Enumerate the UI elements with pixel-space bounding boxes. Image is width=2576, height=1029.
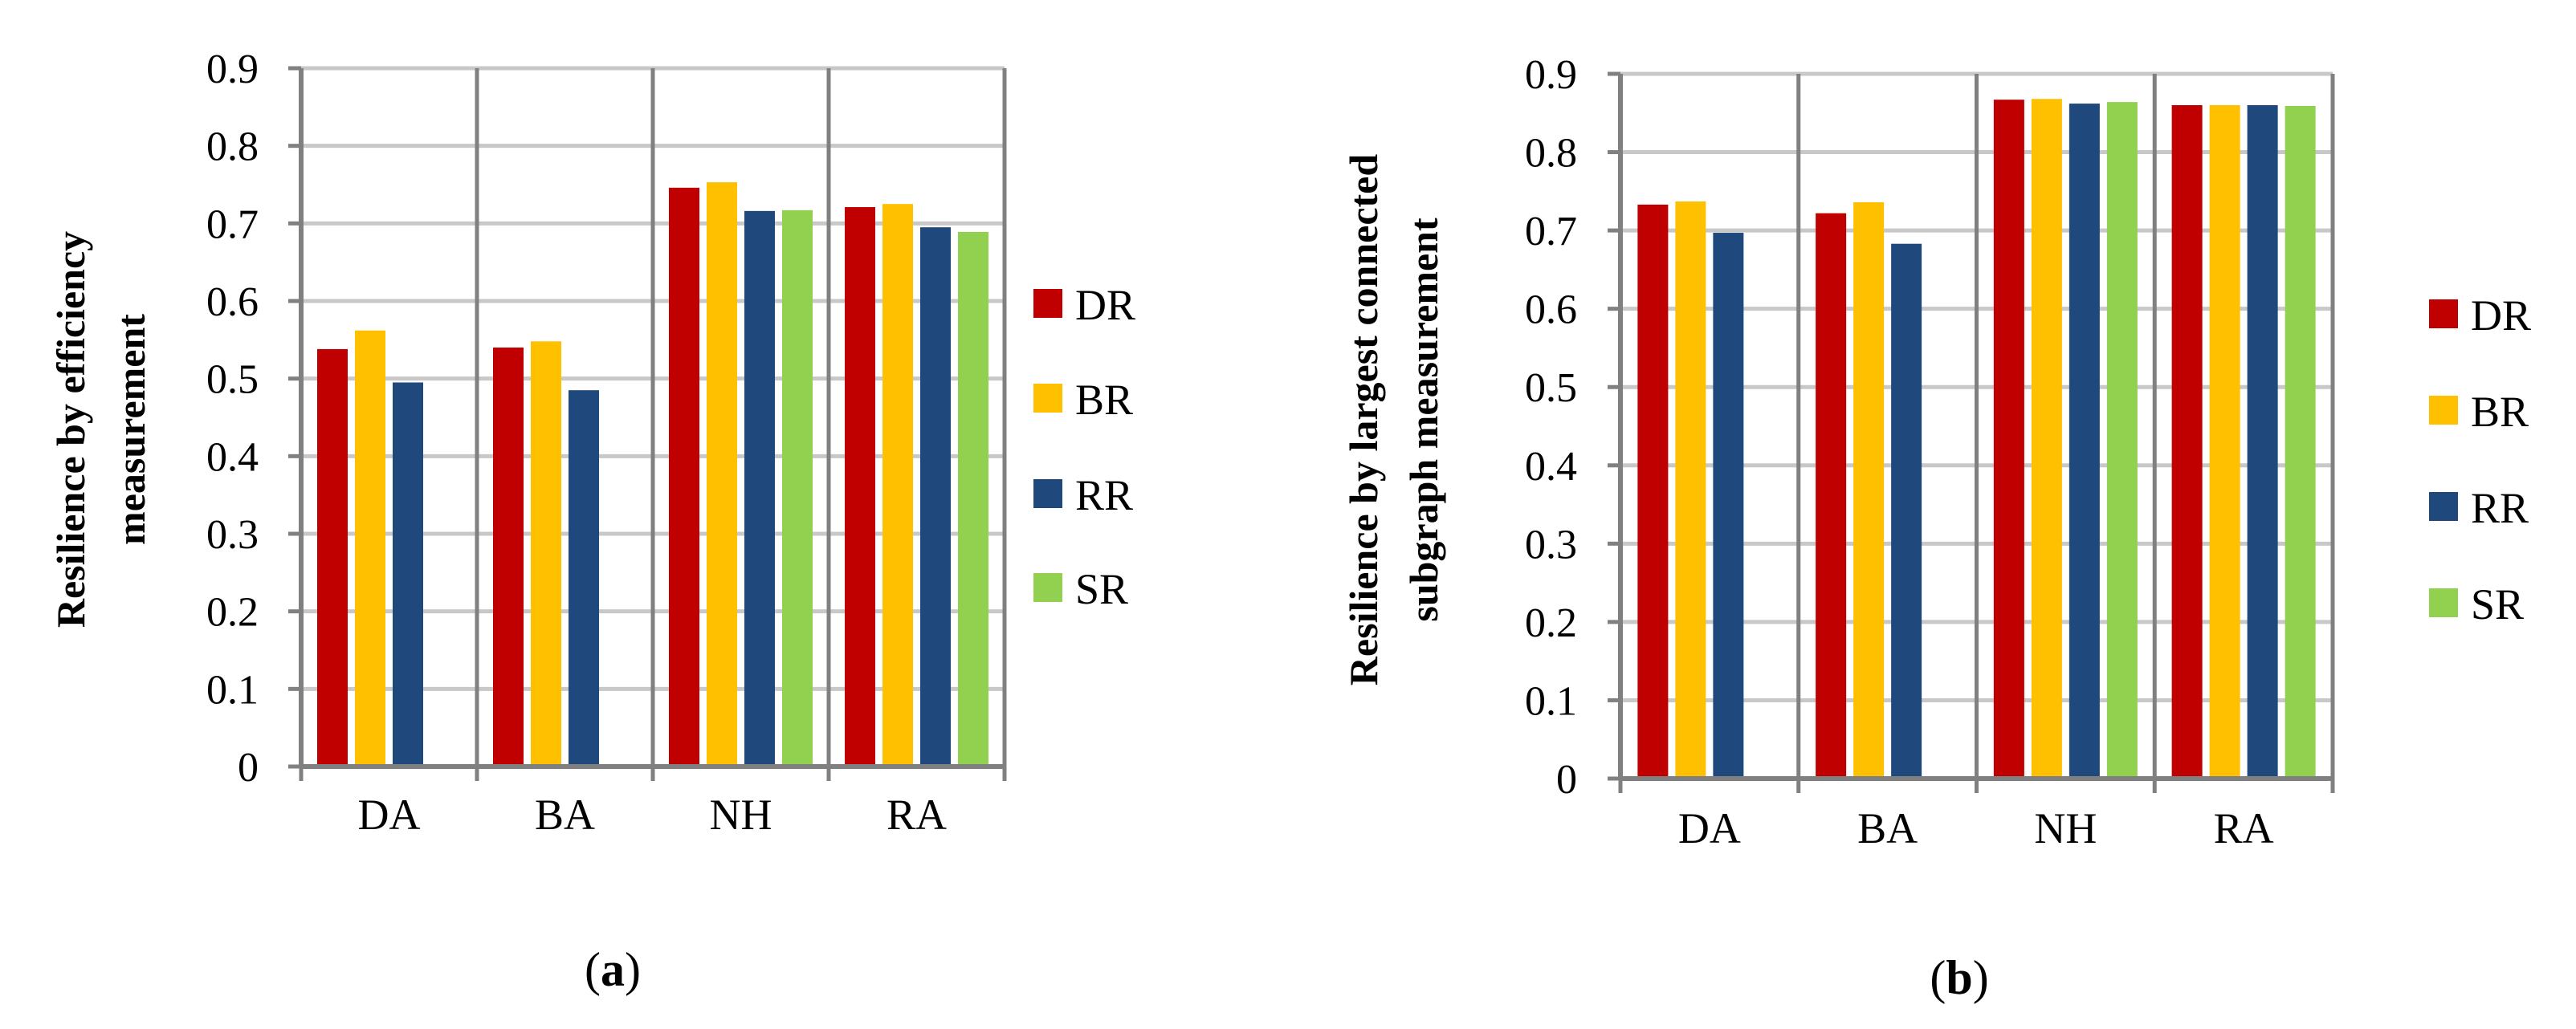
y-tick-label: 0.3 bbox=[1525, 522, 1577, 567]
y-axis-label: Resilience by efficiency bbox=[48, 231, 93, 628]
x-category-label: NH bbox=[2034, 804, 2097, 852]
bar-br-ra bbox=[2209, 105, 2240, 779]
y-tick-label: 0.6 bbox=[206, 279, 259, 325]
bar-br-ra bbox=[882, 204, 913, 767]
bar-rr-da bbox=[1713, 233, 1744, 779]
bar-dr-ba bbox=[493, 348, 524, 767]
y-tick-label: 0.8 bbox=[1525, 131, 1577, 177]
bar-rr-ra bbox=[2247, 105, 2278, 779]
bar-sr-nh bbox=[782, 209, 813, 767]
y-tick-label: 0.4 bbox=[206, 434, 259, 480]
legend-swatch-dr bbox=[1033, 289, 1062, 318]
panel-paren-open: ( bbox=[1930, 951, 1946, 1004]
bar-dr-ra bbox=[2171, 105, 2203, 779]
bar-sr-ra bbox=[2285, 105, 2316, 779]
y-tick-label: 0.9 bbox=[206, 47, 259, 92]
panel-label: (a) bbox=[585, 943, 641, 996]
chart-a: 0 0.1 0.2 0.3 0.4 0.5 0.6 0.7 0.8 0.9 DA BA NH RA Resi… bbox=[48, 47, 1135, 996]
y-tick-label: 0.7 bbox=[206, 201, 259, 247]
legend-swatch-dr bbox=[2429, 299, 2458, 328]
bar-dr-ba bbox=[1816, 213, 1847, 779]
bar-br-da bbox=[355, 330, 385, 767]
bar-br-nh bbox=[707, 182, 737, 767]
y-tick-label: 0.5 bbox=[206, 357, 259, 403]
y-tick-label: 0.7 bbox=[1525, 209, 1577, 254]
legend-label-rr: RR bbox=[2471, 484, 2529, 532]
legend-swatch-br bbox=[1033, 384, 1062, 413]
legend-label-sr: SR bbox=[1075, 565, 1128, 613]
x-category-label: BA bbox=[1857, 804, 1918, 852]
y-tick-label: 0 bbox=[1556, 757, 1577, 803]
y-tick-label: 0.9 bbox=[1525, 52, 1577, 98]
panel-paren-close: ) bbox=[625, 943, 641, 996]
chart-b: 0 0.1 0.2 0.3 0.4 0.5 0.6 0.7 0.8 0.9 DA BA NH RA Resi… bbox=[1341, 52, 2531, 1004]
x-category-label: RA bbox=[887, 791, 947, 839]
bar-sr-nh bbox=[2106, 102, 2138, 779]
panel-letter: a bbox=[601, 943, 625, 996]
bar-dr-da bbox=[1637, 204, 1669, 779]
y-tick-label: 0 bbox=[238, 745, 259, 791]
bar-br-ba bbox=[1853, 201, 1885, 779]
bar-rr-ba bbox=[1891, 243, 1922, 779]
x-category-label: DA bbox=[1678, 804, 1741, 852]
y-tick-label: 0.8 bbox=[206, 124, 259, 170]
panel-paren-open: ( bbox=[585, 943, 601, 996]
legend-swatch-sr bbox=[1033, 573, 1062, 602]
y-tick-label: 0.1 bbox=[206, 667, 259, 713]
legend-swatch-br bbox=[2429, 396, 2458, 425]
y-axis-label: measurement bbox=[108, 314, 153, 545]
legend-swatch-rr bbox=[2429, 492, 2458, 521]
y-tick-label: 0.2 bbox=[206, 590, 259, 636]
y-tick-label: 0.3 bbox=[206, 512, 259, 558]
bar-sr-ra bbox=[958, 231, 988, 767]
x-category-label: RA bbox=[2214, 804, 2274, 852]
panel-letter: b bbox=[1946, 951, 1972, 1004]
y-tick-label: 0.2 bbox=[1525, 600, 1577, 646]
x-category-label: NH bbox=[710, 791, 772, 839]
legend-label-dr: DR bbox=[2471, 291, 2531, 340]
bar-dr-nh bbox=[669, 187, 699, 767]
y-axis-label: Resilience by largest connected bbox=[1341, 154, 1386, 686]
legend-swatch-sr bbox=[2429, 588, 2458, 617]
y-tick-label: 0.1 bbox=[1525, 678, 1577, 724]
bar-rr-ba bbox=[569, 390, 599, 767]
y-tick-label: 0.4 bbox=[1525, 444, 1577, 490]
bar-br-ba bbox=[531, 341, 561, 767]
y-tick-label: 0.5 bbox=[1525, 365, 1577, 411]
bar-rr-nh bbox=[2069, 104, 2100, 779]
bar-br-da bbox=[1675, 201, 1706, 779]
legend-label-dr: DR bbox=[1075, 281, 1135, 329]
x-category-label: BA bbox=[535, 791, 595, 839]
bar-dr-da bbox=[317, 348, 348, 767]
y-axis-label: subgraph measurement bbox=[1401, 218, 1446, 622]
panel-label: (b) bbox=[1930, 951, 1988, 1004]
bar-rr-da bbox=[393, 382, 423, 767]
legend-label-br: BR bbox=[1075, 376, 1133, 424]
legend-swatch-rr bbox=[1033, 479, 1062, 508]
legend-label-sr: SR bbox=[2471, 580, 2524, 628]
bar-br-nh bbox=[2031, 99, 2062, 779]
bar-dr-nh bbox=[1993, 100, 2024, 779]
panel-paren-close: ) bbox=[1973, 951, 1989, 1004]
x-category-label: DA bbox=[358, 791, 421, 839]
bar-dr-ra bbox=[845, 207, 875, 767]
bar-rr-ra bbox=[920, 227, 951, 767]
bar-rr-nh bbox=[744, 210, 775, 767]
y-tick-label: 0.6 bbox=[1525, 287, 1577, 333]
legend-label-br: BR bbox=[2471, 388, 2529, 436]
legend-label-rr: RR bbox=[1075, 471, 1133, 519]
